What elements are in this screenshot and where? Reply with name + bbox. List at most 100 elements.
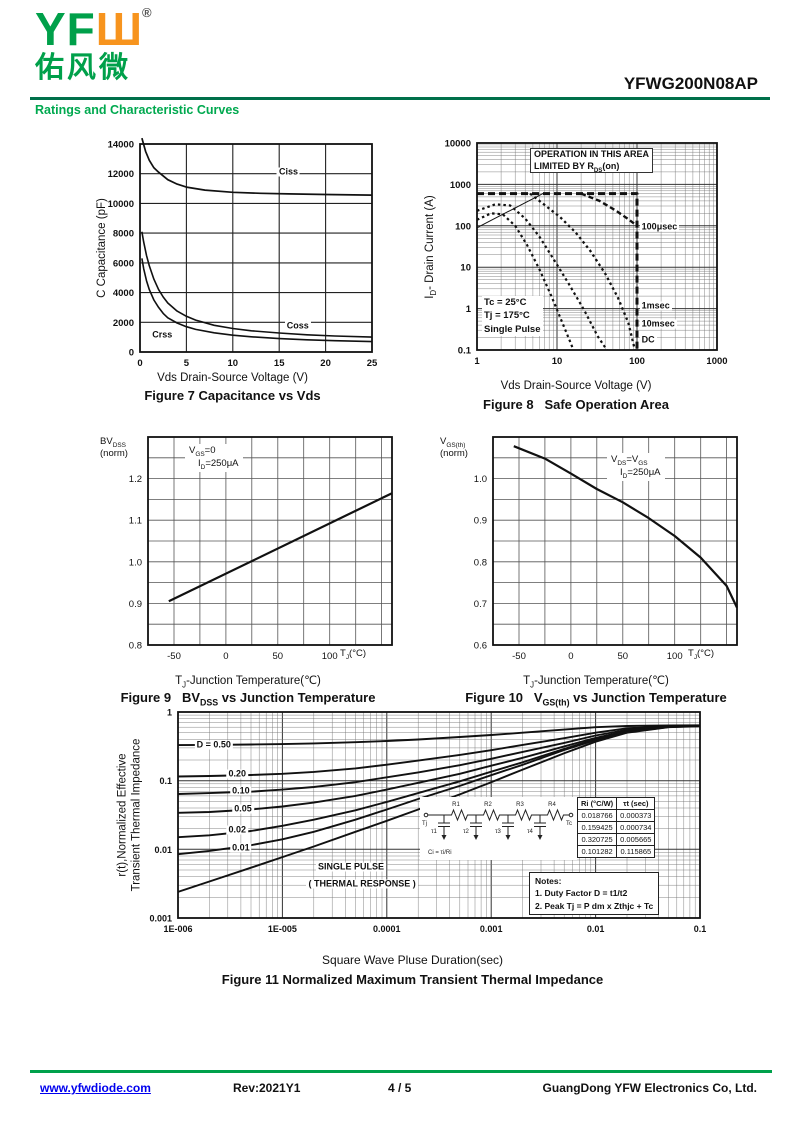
x-tick-label: 0.1 (694, 924, 707, 934)
x-tick-label: 5 (184, 358, 190, 369)
y-tick-label: 0.1 (458, 346, 472, 357)
series-pulse-envelope (477, 192, 639, 350)
y-tick-label: 2000 (113, 318, 134, 329)
y-tick-label: 8000 (113, 229, 134, 240)
x-tick-label: 20 (320, 358, 331, 369)
footer-rule (30, 1070, 772, 1073)
fig10-condition-vds: VDS=VGS (611, 454, 648, 467)
x-tick-label: 1000 (706, 356, 727, 367)
website-link[interactable]: www.yfwdiode.com (40, 1081, 151, 1095)
left-terminal-node (423, 812, 429, 818)
x-tick-label: 10 (228, 358, 239, 369)
series-VGSth-normalized (513, 445, 738, 609)
y-tick-label: 0.001 (149, 914, 172, 924)
y-tick-label: 0.8 (474, 557, 487, 568)
note-line: 2. Peak Tj = P dm x Zthjc + Tc (535, 900, 654, 911)
capacitor-c1 (438, 815, 450, 840)
figure-8-safe-operation-area: ID- Drain Current (A) 1 10 100 1000 0.1 1 10 10… (420, 134, 732, 413)
fig8-operation-area-note: OPERATION IN THIS AREA LIMITED BY RDS(on… (530, 148, 654, 174)
part-number: YFWG200N08AP (623, 74, 758, 93)
x-tick-label: 0 (137, 358, 142, 369)
series-Coss (141, 231, 373, 338)
y-tick-label: 0 (129, 348, 134, 359)
fig10-corner-line1: VGS(th) (440, 436, 466, 449)
resistor-r4-label: R4 (548, 802, 556, 808)
fig10-test-conditions: VDS=VGS ID=250μA (607, 453, 665, 481)
fig8-test-conditions: Tc = 25°C Tj = 175°C Single Pulse (482, 296, 543, 336)
fig9-condition-vgs: VGS=0 (189, 445, 216, 458)
series-Ciss (141, 137, 373, 196)
fig10-caption: Figure 10 VGS(th) vs Junction Temperatur… (465, 690, 727, 708)
table-cell: 0.005665 (616, 833, 656, 846)
tau1-label: τ1 (431, 829, 437, 835)
table-cell: 0.115865 (616, 845, 656, 858)
y-tick-label: 0.9 (129, 599, 142, 610)
company-logo: YFШ® 佑风微 (35, 6, 152, 83)
logo-yf-text: YF (35, 3, 96, 55)
figure-9-bvdss-vs-junction-temperature: BVDSS (norm) -50 0 50 100 0.8 0.9 1.0 1.1 1.2 VG… (88, 426, 408, 708)
fig8-condition-tj: Tj = 175°C (484, 310, 530, 322)
table-row: 0.101282 0.115865 (576, 845, 656, 858)
capacitor-c4 (534, 815, 546, 840)
y-tick-label: 1.0 (129, 557, 142, 568)
y-tick-label: 1000 (450, 180, 471, 191)
y-tick-label: 10000 (445, 139, 471, 150)
tau3-label: τ3 (495, 829, 501, 835)
fig7-caption: Figure 7 Capacitance vs Vds (144, 388, 321, 403)
resistor-r3 (513, 808, 534, 822)
note-line: Notes: (535, 876, 562, 886)
fig10-condition-id: ID=250μA (620, 466, 661, 480)
x-tick-label: 0 (568, 651, 573, 662)
case-terminal-label: Tc (566, 821, 572, 827)
registered-mark-icon: ® (142, 5, 152, 20)
series-D-0.05 (177, 724, 701, 814)
y-tick-label: 6000 (113, 258, 134, 269)
page-number: 4 / 5 (388, 1081, 412, 1095)
series-RDS(on)-limit (476, 192, 544, 229)
fig9-x-axis-title: TJ-Junction Temperature(℃) (175, 675, 321, 690)
thermal-model-table: Ri (°C/W) τt (sec) 0.018766 0.000373 0.15942… (576, 797, 656, 858)
series-1msec (529, 192, 637, 351)
resistor-r2 (481, 808, 502, 822)
revision-label: Rev:2021Y1 (233, 1081, 301, 1095)
fig8-caption: Figure 8 Safe Operation Area (483, 397, 669, 412)
table-cell: 0.101282 (576, 845, 618, 858)
fig8-x-axis-title: Vds Drain-Source Voltage (V) (500, 380, 652, 392)
y-tick-label: 0.9 (474, 516, 487, 527)
x-tick-label: -50 (512, 651, 526, 662)
fig10-plot: -50 0 50 100 0.6 0.7 0.8 0.9 1.0 (474, 436, 738, 662)
y-tick-label: 10 (460, 263, 471, 274)
y-tick-label: 4000 (113, 288, 134, 299)
plot-border (147, 436, 393, 646)
fig11-notes: Notes: 1. Duty Factor D = t1/t2 2. Peak Tj… (529, 872, 660, 915)
x-tick-label: 10 (552, 356, 563, 367)
section-title: Ratings and Characteristic Curves (35, 103, 240, 117)
capacitance-formula: Ci = τi/Ri (428, 850, 452, 856)
resistor-r1 (449, 808, 470, 822)
fig11-caption: Figure 11 Normalized Maximum Transient T… (221, 972, 604, 987)
fig10-x-end-label: TJ(°C) (688, 648, 715, 661)
y-tick-label: 1.1 (129, 516, 142, 527)
tau2-label: τ2 (463, 829, 469, 835)
table-header-cell: Ri (°C/W) (576, 797, 618, 810)
table-row: 0.018766 0.000373 (576, 809, 656, 822)
table-cell: 0.320725 (576, 833, 618, 846)
fig9-caption: Figure 9 BVDSS vs Junction Temperature (120, 690, 376, 708)
x-tick-label: 0.0001 (373, 924, 401, 934)
y-tick-label: 12000 (108, 169, 134, 180)
y-tick-label: 1.0 (474, 474, 487, 485)
fig7-x-axis-title: Vds Drain-Source Voltage (V) (157, 372, 308, 384)
x-tick-label: 100 (322, 651, 338, 662)
fig8-condition-pulse: Single Pulse (484, 323, 541, 335)
fig9-x-end-label: TJ(°C) (340, 648, 367, 661)
plot-area (140, 144, 372, 352)
resistor-r2-label: R2 (484, 802, 492, 808)
x-tick-label: 1 (474, 356, 480, 367)
y-tick-label: 0.1 (159, 776, 172, 786)
capacitor-c2 (470, 815, 482, 840)
plot-border (476, 142, 718, 351)
x-tick-label: 0.01 (587, 924, 605, 934)
series-D-0.01 (177, 725, 701, 856)
header-rule (30, 97, 770, 100)
